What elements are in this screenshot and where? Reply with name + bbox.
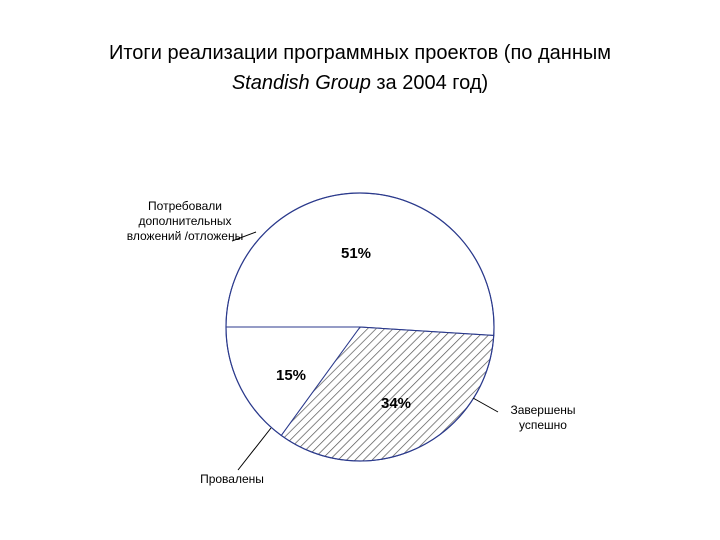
chart-title-line2: Standish Group за 2004 год) bbox=[0, 68, 720, 98]
chart-title: Итоги реализации программных проектов (п… bbox=[0, 38, 720, 98]
category-label-delayed: Потребовали дополнительных вложений /отлож… bbox=[127, 199, 243, 243]
percent-label-delayed: 51% bbox=[341, 245, 371, 262]
leader-line-failed bbox=[237, 427, 272, 471]
category-label-success: Завершены успешно bbox=[510, 403, 575, 432]
pie-slice-delayed bbox=[225, 192, 495, 336]
leader-lines bbox=[231, 231, 499, 471]
chart-title-line1: Итоги реализации программных проектов (п… bbox=[108, 42, 611, 64]
pie-slices bbox=[225, 192, 495, 462]
leader-line-delayed bbox=[231, 231, 257, 242]
category-label-failed: Провалены bbox=[200, 472, 264, 486]
percent-label-failed: 15% bbox=[276, 367, 306, 384]
percent-label-success: 34% bbox=[381, 395, 411, 412]
category-labels: Потребовали дополнительных вложений /отлож… bbox=[127, 199, 576, 486]
leader-line-success bbox=[472, 397, 499, 413]
percent-labels: 51% 34% 15% bbox=[276, 245, 411, 412]
pie-outline bbox=[225, 192, 495, 462]
chart-title-year: за 2004 год) bbox=[370, 72, 489, 94]
chart-title-org: Standish Group bbox=[231, 72, 371, 94]
